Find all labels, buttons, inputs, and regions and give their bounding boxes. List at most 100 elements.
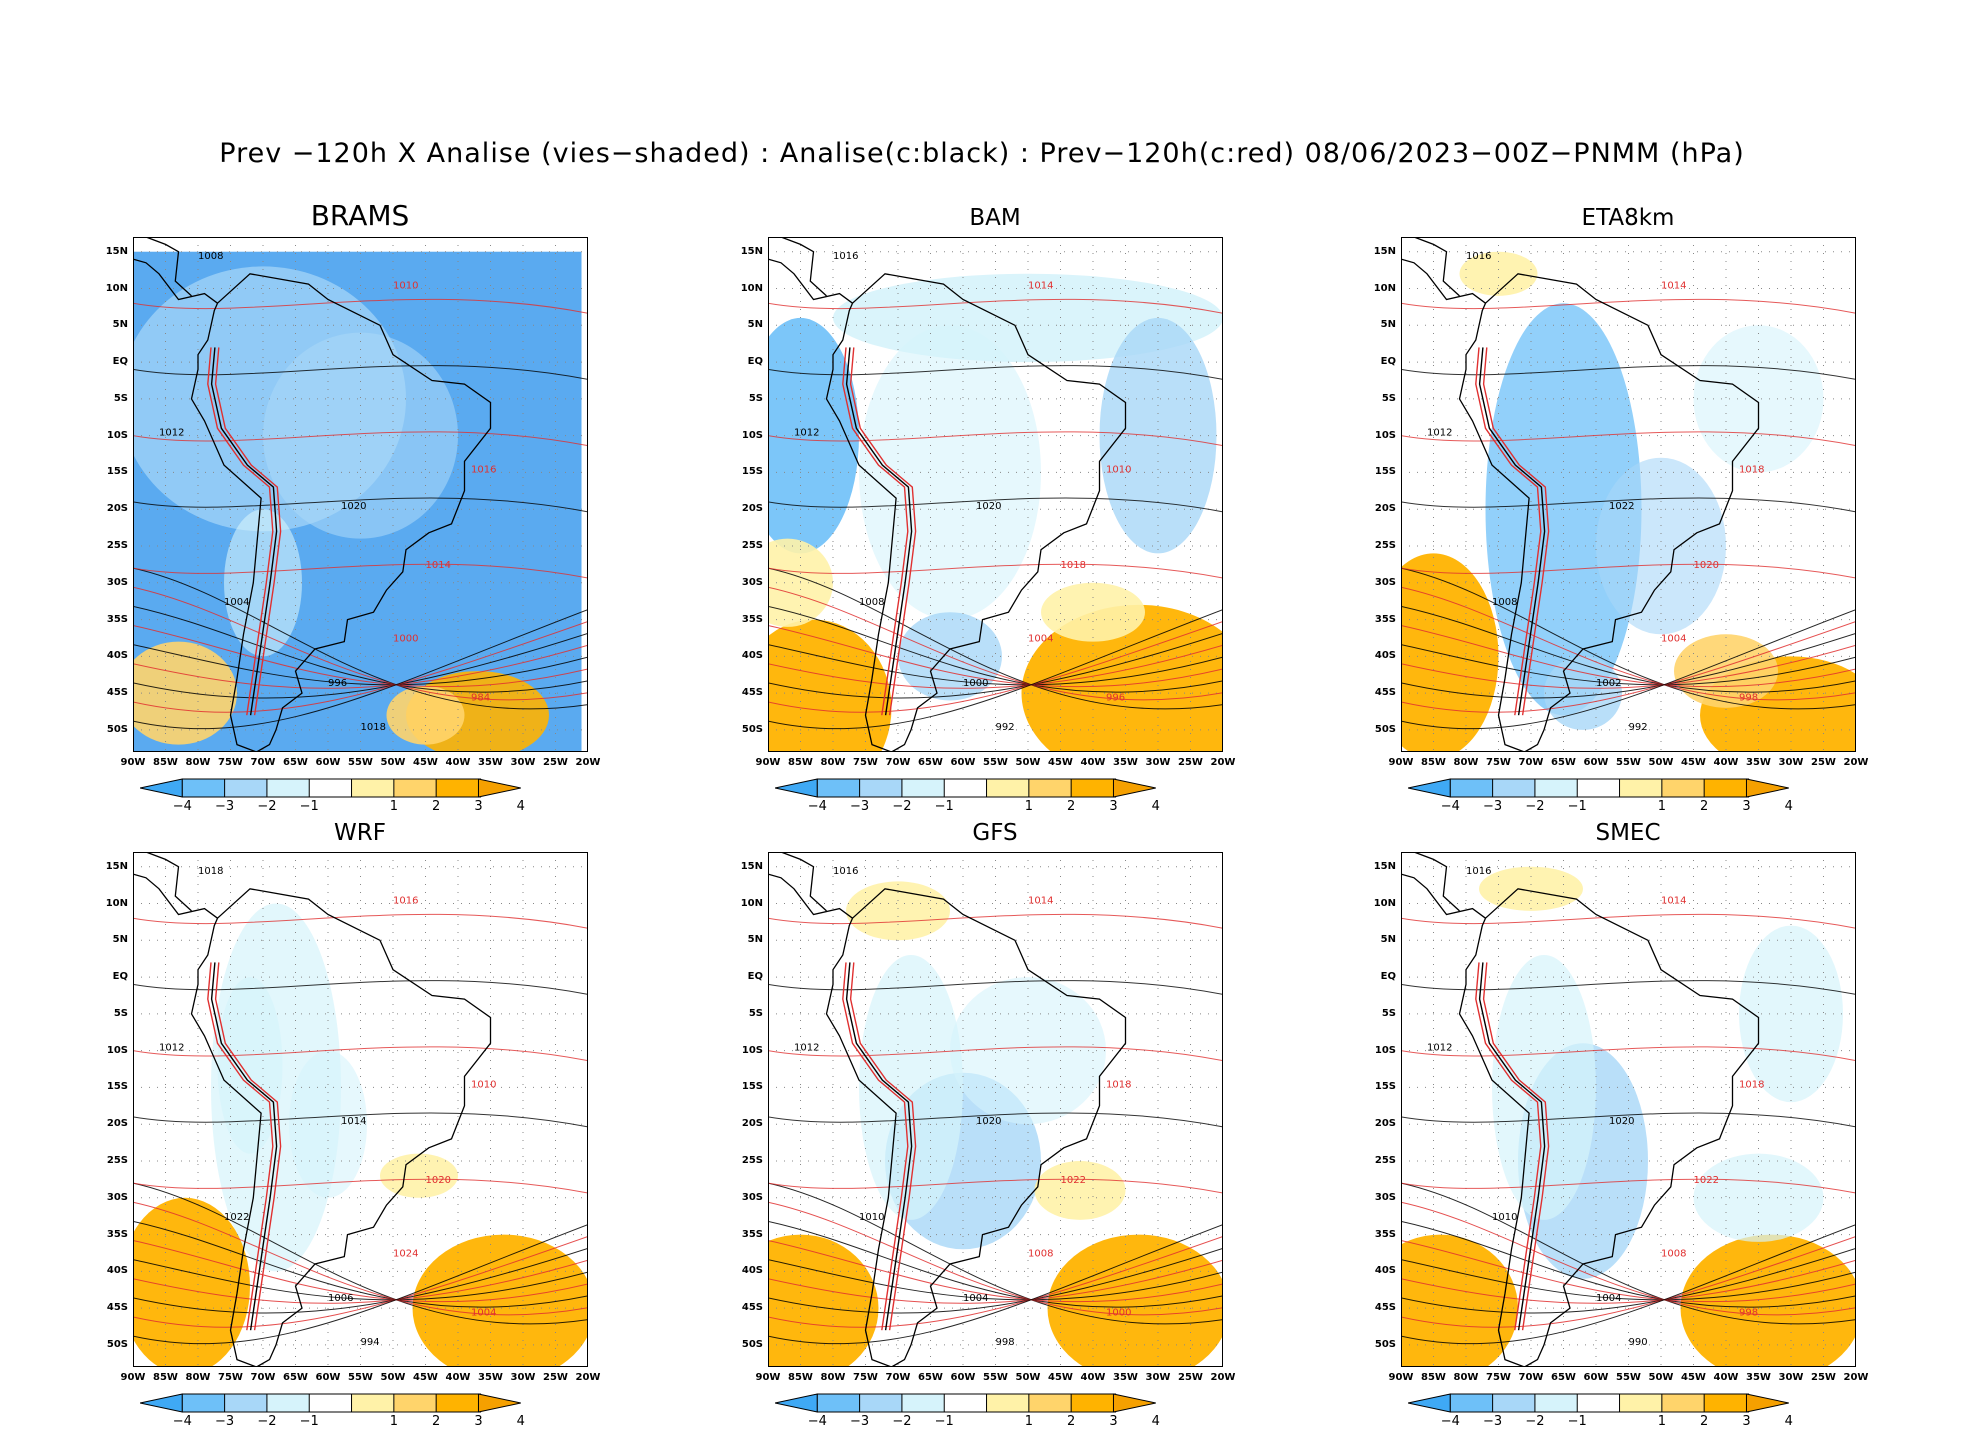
colorbar-tick-label: 3 [1109,1414,1118,1429]
longitude-tick-label: 80W [820,757,846,768]
panel-title: BRAMS [310,199,410,232]
longitude-tick-label: 45W [413,757,438,768]
colorbar-segment [816,1393,863,1413]
isobar-label: 1022 [1061,1175,1086,1186]
andes-contour [210,347,278,716]
isobar-label: 1012 [794,428,819,439]
colorbar-tick-label: 1 [1024,1414,1033,1429]
longitude-tick-label: 20W [1210,1372,1236,1383]
colorbar-segment [1576,1393,1623,1413]
latitude-tick-label: 45S [741,687,763,699]
longitude-tick-label: 85W [788,1372,813,1383]
longitude-tick-label: 75W [1486,1372,1511,1383]
longitude-tick-label: 75W [218,1372,243,1383]
colorbar-segment [1492,1393,1538,1413]
latitude-tick-label: EQ [112,356,128,368]
isobar-contour [768,605,1223,693]
latitude-tick-label: 35S [106,613,128,625]
isobar-label: 1022 [1694,1175,1719,1186]
isobar-contour [1401,609,1856,730]
latitude-tick-label: 15S [741,1081,763,1093]
andes-contour [1482,962,1550,1331]
bias-shading [1021,604,1223,752]
longitude-tick-label: 45W [1048,757,1073,768]
isobar-contour [1401,605,1856,693]
longitude-tick-label: 50W [380,1372,406,1383]
isobar-label: 1012 [1427,428,1452,439]
colorbar-segment [943,778,990,798]
panel-brams: BRAMS 1008 1010 1012 1016 1020 1014 1004 1000 99… [0,199,601,814]
colorbar-segment [986,1393,1032,1413]
longitude-tick-label: 25W [1811,757,1836,768]
colorbar-segment [181,778,228,798]
longitude-tick-label: 75W [218,757,243,768]
latitude-tick-label: 5S [113,392,128,404]
colorbar-min-arrow [775,778,818,798]
bias-shading [1544,656,1622,730]
isobar-contour [1401,1178,1856,1194]
colorbar-segment [393,1393,439,1413]
latitude-tick-label: 45S [741,1302,763,1314]
andes-contour [1478,347,1546,716]
colorbar-segment [308,778,355,798]
isobar-label: 1020 [1694,560,1719,571]
andes-contour [207,347,274,716]
colorbar-segment [986,778,1032,798]
isobar-contour [1401,1259,1856,1304]
isobar-label: 1018 [361,722,386,733]
colorbar-tick-label: 3 [474,799,483,814]
isobar-contour [1401,1259,1856,1301]
colorbar-segment [901,778,947,798]
colorbar-segment [1070,778,1117,798]
bias-shading [1693,325,1824,473]
isobar-contour [133,644,588,686]
colorbar-max-arrow [1112,778,1156,798]
latitude-tick-label: 5N [1380,934,1396,946]
latitude-tick-label: 40S [741,1265,763,1277]
isobar-label: 998 [996,1337,1015,1348]
colorbar-tick-label: 2 [1700,1414,1709,1429]
isobar-label: 992 [996,722,1015,733]
colorbar-segment [224,1393,270,1413]
panel-gfs: GFS 1016 1014 1012 1018 1020 1022 1010 1008 1004… [635,820,1236,1429]
longitude-tick-label: 30W [1778,757,1804,768]
isobar-contour [133,1247,588,1314]
isobar-label: 1012 [159,1043,184,1054]
andes-contour [842,962,909,1331]
colorbar-tick-label: −1 [1567,799,1587,814]
isobar-label: 1014 [1028,896,1053,907]
latitude-tick-label: 15S [106,466,128,478]
colorbar-tick-label: −3 [1483,1414,1503,1429]
central-america-coastline [768,237,853,304]
isobar-label: 1014 [426,560,451,571]
colorbar-segment [859,778,905,798]
longitude-tick-label: 25W [543,1372,568,1383]
latitude-tick-label: EQ [747,356,763,368]
longitude-tick-label: 20W [575,757,601,768]
latitude-tick-label: 45S [106,687,128,699]
isobar-label: 1014 [1661,281,1686,292]
andes-contour [849,962,917,1331]
longitude-tick-label: 40W [445,1372,471,1383]
isobar-label: 1014 [1028,281,1053,292]
latitude-tick-label: 35S [1374,1228,1396,1240]
colorbar-segment [1703,1393,1750,1413]
colorbar-tick-label: −2 [1525,1414,1545,1429]
andes-contour [845,347,913,716]
isobar-contour [768,1220,1223,1308]
latitude-tick-label: 10S [106,429,128,441]
south-america-coastline [825,888,1127,1367]
isobar-contour [133,365,588,380]
colorbar-tick-label: −4 [807,1414,827,1429]
isobar-contour [1401,1112,1856,1128]
longitude-tick-label: 60W [1583,757,1609,768]
latitude-tick-label: 20S [741,503,763,515]
latitude-tick-label: 5N [747,934,763,946]
colorbar-min-arrow [1408,778,1451,798]
isobar-contour [768,644,1223,686]
latitude-tick-label: 50S [106,723,128,735]
longitude-tick-label: 25W [543,757,568,768]
longitude-tick-label: 20W [1843,757,1869,768]
longitude-tick-label: 25W [1178,1372,1203,1383]
central-america-coastline [1401,852,1486,919]
